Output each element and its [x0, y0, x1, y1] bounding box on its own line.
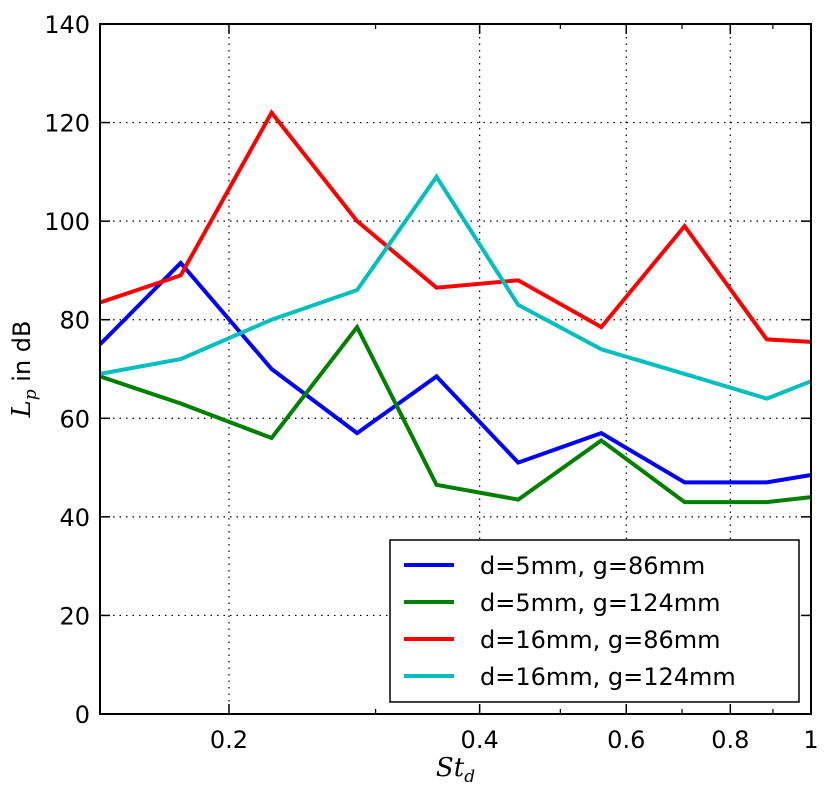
x-axis-label: Std [436, 753, 475, 787]
x-tick-label: 0.8 [711, 726, 749, 754]
legend-label: d=16mm, g=86mm [480, 626, 721, 654]
y-tick-label: 140 [44, 11, 90, 39]
axis-ticks: 0 20 40 60 80 100 120 140 0.2 0.4 0.6 0.8 1 [44, 11, 818, 754]
legend-box [389, 539, 800, 703]
legend-label: d=5mm, g=124mm [480, 589, 721, 617]
y-tick-label: 0 [75, 701, 90, 729]
y-tick-label: 80 [59, 307, 90, 335]
y-tick-label: 40 [59, 504, 90, 532]
x-tick-label: 0.2 [210, 726, 248, 754]
x-tick-label: 1 [803, 726, 818, 754]
legend-label: d=5mm, g=86mm [480, 552, 705, 580]
series-line-3 [99, 109, 812, 344]
y-tick-label: 120 [44, 110, 90, 138]
legend: d=5mm, g=86mm d=5mm, g=124mm d=16mm, g=86m… [389, 539, 800, 703]
series-line-4 [99, 173, 812, 401]
series-line-1 [98, 260, 812, 485]
y-tick-label: 20 [59, 602, 90, 630]
plot-frame [99, 23, 812, 715]
grid [100, 24, 811, 714]
x-tick-label: 0.6 [607, 726, 645, 754]
y-tick-label: 60 [59, 405, 90, 433]
plot-lines [98, 109, 812, 505]
x-tick-label: 0.4 [461, 726, 499, 754]
y-tick-label: 100 [44, 208, 90, 236]
series-line-2 [99, 323, 812, 505]
legend-label: d=16mm, g=124mm [480, 663, 736, 691]
y-axis-label: Lp in dB [7, 321, 41, 419]
